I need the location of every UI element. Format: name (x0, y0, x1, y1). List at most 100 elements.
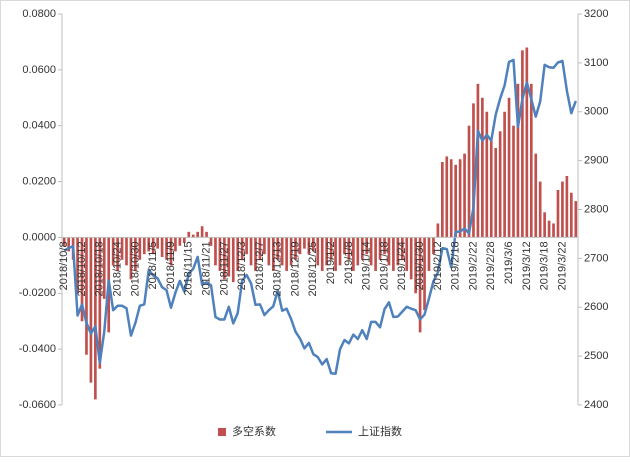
y2-tick-label: 3100 (584, 57, 608, 69)
bar (387, 237, 391, 266)
bar (440, 162, 444, 238)
bar (436, 223, 440, 238)
bar (476, 83, 480, 238)
bar (214, 237, 217, 266)
bar (378, 237, 382, 260)
bar (271, 237, 275, 271)
bar (320, 237, 324, 271)
x-tick-label: 2019/3/12 (521, 241, 533, 290)
bar (569, 192, 573, 238)
bar (481, 97, 484, 238)
x-tick-label: 2018/10/8 (58, 241, 70, 290)
bar (196, 231, 200, 238)
bar (125, 237, 128, 266)
bar (231, 237, 235, 283)
y-tick-label: 0.0800 (22, 8, 56, 20)
bar (463, 153, 466, 238)
bar (498, 131, 502, 238)
bar (543, 212, 546, 238)
bar (263, 237, 266, 255)
bar (249, 237, 253, 266)
bar (147, 237, 151, 252)
x-tick-label: 2018/12/3 (236, 241, 248, 290)
x-tick-label: 2019/3/18 (539, 241, 551, 290)
bar (472, 103, 475, 238)
bar (360, 237, 364, 260)
x-tick-label: 2018/11/21 (200, 241, 212, 295)
bar (392, 237, 395, 271)
bar (178, 237, 182, 246)
y2-tick-label: 2800 (584, 203, 608, 215)
bar (267, 237, 271, 266)
x-tick-label: 2018/12/13 (272, 241, 284, 296)
bar (151, 237, 155, 255)
bar (423, 237, 426, 311)
y-tick-label: 0.0200 (22, 175, 56, 187)
y-tick-label: 0.0000 (22, 231, 56, 243)
bar (98, 237, 102, 369)
bar (174, 237, 177, 252)
bar (427, 237, 431, 271)
legend-label: 多空系数 (232, 424, 276, 438)
bar (347, 237, 351, 260)
bar (80, 237, 84, 322)
y-tick-label: 0.0400 (22, 120, 56, 132)
x-tick-label: 2018/10/12 (76, 241, 88, 296)
bar (280, 237, 284, 266)
bar (94, 237, 97, 400)
bar (116, 237, 119, 271)
bar (89, 237, 93, 383)
bar (343, 237, 346, 255)
y2-tick-label: 3000 (584, 106, 608, 118)
bar (565, 175, 569, 238)
bar (285, 237, 288, 271)
bar (85, 237, 88, 355)
y2-tick-label: 2700 (584, 252, 608, 264)
line (63, 58, 577, 375)
x-tick-label: 2019/1/30 (414, 241, 426, 290)
bar (236, 237, 240, 271)
x-tick-label: 2019/1/2 (325, 241, 337, 284)
bar (405, 237, 409, 271)
x-tick-label: 2018/12/19 (289, 241, 301, 296)
y2-tick-label: 2900 (584, 155, 608, 167)
bar (165, 237, 168, 260)
bar (62, 237, 66, 246)
bar (205, 231, 208, 238)
bar (182, 237, 186, 244)
bar (134, 237, 137, 271)
bar (432, 237, 435, 255)
x-tick-label: 2018/11/5 (147, 241, 159, 289)
bar (227, 237, 231, 277)
bar (298, 237, 302, 255)
bar (538, 181, 542, 238)
bar (516, 83, 520, 238)
x-tick-label: 2019/3/6 (503, 241, 515, 284)
bar (503, 111, 506, 238)
x-tick-label: 2018/10/24 (112, 241, 124, 296)
bar (102, 237, 106, 299)
bar (365, 237, 369, 255)
bar (276, 237, 280, 260)
bar (374, 237, 377, 271)
bar (334, 237, 337, 271)
bar (129, 237, 133, 280)
legend-swatch (218, 428, 226, 436)
legend-label: 上证指数 (358, 424, 402, 438)
bar (240, 237, 244, 260)
bar (414, 237, 417, 294)
y-tick-label: 0.0600 (22, 64, 56, 76)
x-tick-label: 2019/1/18 (378, 241, 390, 290)
bar (200, 226, 204, 238)
y-tick-label: -0.0400 (19, 343, 56, 355)
bar (254, 237, 257, 271)
bar (187, 231, 191, 238)
bar (556, 189, 560, 238)
bar (561, 181, 564, 238)
bar (400, 237, 404, 260)
y2-tick-label: 3200 (584, 8, 608, 20)
bar (369, 237, 373, 266)
bar (521, 50, 524, 238)
bar (316, 237, 320, 266)
